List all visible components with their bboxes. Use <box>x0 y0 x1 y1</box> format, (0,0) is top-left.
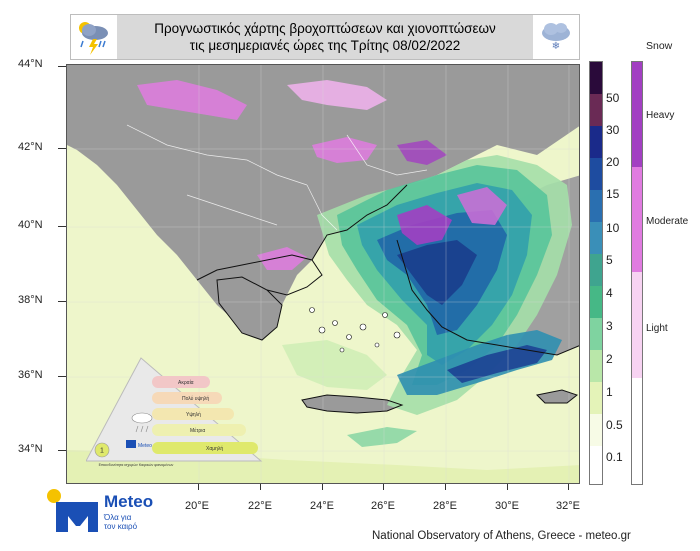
rain-color-1 <box>590 350 602 382</box>
snow-color-heavy <box>632 62 642 167</box>
pyramid-cloud-icon <box>131 412 153 433</box>
lat-label-38: 38°N <box>18 294 43 306</box>
snow-color-light <box>632 272 642 378</box>
lon-label-30: 30°E <box>495 500 519 512</box>
forecast-map[interactable] <box>66 64 580 484</box>
lon-label-20: 20°E <box>185 500 209 512</box>
title-line-1: Προγνωστικός χάρτης βροχοπτώσεων και χιο… <box>154 21 496 36</box>
pyramid-level-extreme <box>152 376 210 388</box>
snow-colorbar <box>631 61 643 485</box>
pyramid-label-low: Χαμηλή <box>206 445 223 452</box>
svg-text:❄: ❄ <box>552 41 560 52</box>
lat-tick <box>58 450 66 451</box>
snow-legend-title: Snow <box>646 40 673 52</box>
rain-color-3 <box>590 286 602 318</box>
rain-color-2 <box>590 318 602 350</box>
pyramid-level-very-high <box>152 392 222 404</box>
rain-color-4 <box>590 254 602 286</box>
lat-tick <box>58 66 66 67</box>
lat-label-36: 36°N <box>18 369 43 381</box>
lat-label-42: 42°N <box>18 141 43 153</box>
lat-label-40: 40°N <box>18 219 43 231</box>
rain-color-30 <box>590 94 602 126</box>
lon-tick <box>260 484 261 490</box>
rain-color-none <box>590 446 602 484</box>
lat-tick <box>58 376 66 377</box>
rain-label-0-5: 0.5 <box>606 418 623 432</box>
map-header: Προγνωστικός χάρτης βροχοπτώσεων και χιο… <box>70 14 580 60</box>
rain-label-2: 2 <box>606 352 613 366</box>
rain-label-3: 3 <box>606 319 613 333</box>
pyramid-level-low <box>152 442 258 454</box>
rain-label-30: 30 <box>606 123 620 137</box>
pyramid-marker-number: 1 <box>100 448 104 455</box>
snow-label-heavy: Heavy <box>646 110 675 121</box>
rain-label-20: 20 <box>606 155 620 169</box>
meteo-slogan: Όλα για τον καιρό <box>104 513 137 531</box>
pyramid-meteo-logo: Meteo <box>126 440 152 449</box>
lat-label-34: 34°N <box>18 443 43 455</box>
lon-tick <box>322 484 323 490</box>
meteo-slogan-line-1: Όλα για <box>104 513 132 522</box>
meteo-logo-icon <box>47 489 98 532</box>
snow-label-light: Light <box>646 323 668 334</box>
lat-tick <box>58 301 66 302</box>
rain-color-0-5 <box>590 382 602 414</box>
credit-text: National Observatory of Athens, Greece -… <box>372 530 631 542</box>
rain-label-4: 4 <box>606 286 613 300</box>
meteo-slogan-line-2: τον καιρό <box>104 522 138 531</box>
lon-tick <box>507 484 508 490</box>
rain-colorbar <box>589 61 603 485</box>
lon-tick <box>445 484 446 490</box>
precipitation-map-svg <box>67 65 579 483</box>
meteo-brand: Meteo <box>104 492 154 511</box>
lat-label-44: 44°N <box>18 58 43 70</box>
pyramid-level-moderate <box>152 424 246 436</box>
lon-label-22: 22°E <box>248 500 272 512</box>
snow-cloud-icon: ❄ <box>533 15 579 59</box>
pyramid-brand: Meteo <box>138 443 152 449</box>
rain-label-0-1: 0.1 <box>606 450 623 464</box>
map-title: Προγνωστικός χάρτης βροχοπτώσεων και χιο… <box>121 20 529 54</box>
pyramid-label-extreme: Ακραία <box>178 380 194 386</box>
rain-color-20 <box>590 126 602 158</box>
pyramid-level-marker <box>94 442 110 458</box>
lon-label-24: 24°E <box>310 500 334 512</box>
rain-color-50 <box>590 62 602 94</box>
lat-tick <box>58 226 66 227</box>
lon-label-32: 32°E <box>556 500 580 512</box>
rain-label-15: 15 <box>606 187 620 201</box>
lon-label-28: 28°E <box>433 500 457 512</box>
meteo-logo[interactable]: Meteo Όλα για τον καιρό <box>42 486 162 536</box>
rain-label-50: 50 <box>606 91 620 105</box>
pyramid-label-moderate: Μέτρια <box>190 427 205 434</box>
pyramid-caption: Επικινδυνότητα ισχυρών Καιρικών φαινομέν… <box>99 463 174 467</box>
pyramid-label-very-high: Πολύ υψηλή <box>182 395 209 402</box>
lon-tick <box>383 484 384 490</box>
rain-label-5: 5 <box>606 253 613 267</box>
hazard-pyramid: Ακραία Πολύ υψηλή Υψηλή Μέτρια Χαμηλή 1 … <box>86 357 263 467</box>
rain-color-5 <box>590 222 602 254</box>
rain-color-15 <box>590 158 602 190</box>
lat-tick <box>58 148 66 149</box>
snow-color-none <box>632 378 642 484</box>
lon-label-26: 26°E <box>371 500 395 512</box>
rain-label-10: 10 <box>606 221 620 235</box>
thunderstorm-rain-icon <box>71 15 117 59</box>
pyramid-label-high: Υψηλή <box>186 411 201 418</box>
snow-color-moderate <box>632 167 642 272</box>
rain-label-1: 1 <box>606 385 613 399</box>
lon-tick <box>198 484 199 490</box>
snow-label-moderate: Moderate <box>646 216 689 227</box>
pyramid-level-high <box>152 408 234 420</box>
rain-color-10 <box>590 190 602 222</box>
lon-tick <box>568 484 569 490</box>
rain-color-0-1 <box>590 414 602 446</box>
title-line-2: τις μεσημεριανές ώρες της Τρίτης 08/02/2… <box>189 38 461 53</box>
